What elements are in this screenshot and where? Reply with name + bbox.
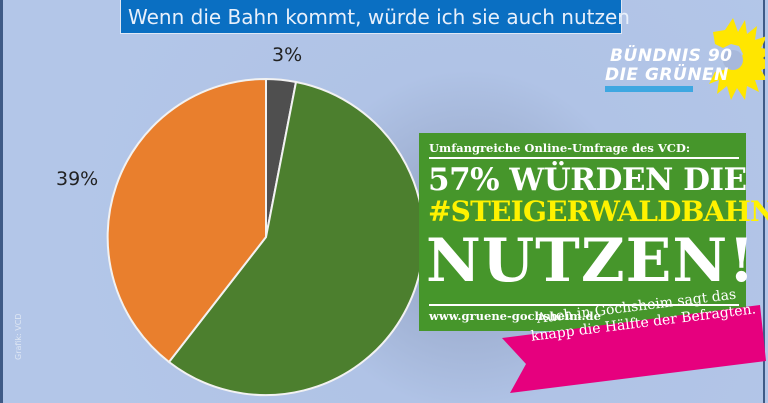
promo-subtitle: Umfangreiche Online-Umfrage des VCD: bbox=[429, 141, 691, 155]
promo-url[interactable]: www.gruene-gochsheim.de bbox=[429, 309, 601, 323]
label-3-percent: 3% bbox=[272, 44, 303, 66]
pie-slice-orange bbox=[106, 77, 267, 364]
promo-headline-hashtag: #STEIGERWALDBAHN bbox=[428, 195, 768, 228]
chart-title: Wenn die Bahn kommt, würde ich sie auch … bbox=[128, 5, 630, 29]
greens-logo: BÜNDNIS 90 DIE GRÜNEN bbox=[600, 10, 765, 105]
label-39-percent: 39% bbox=[56, 168, 99, 190]
promo-box bbox=[419, 133, 746, 331]
pie-slice-green bbox=[167, 80, 425, 397]
promo-headline-3: NUTZEN! bbox=[426, 226, 756, 296]
chart-title-bar bbox=[120, 0, 622, 34]
promo-divider-bottom bbox=[429, 304, 739, 306]
frame-right-border bbox=[763, 0, 765, 403]
promo-divider-top bbox=[429, 157, 739, 159]
logo-text-line1: BÜNDNIS 90 bbox=[610, 46, 733, 66]
frame-left-border bbox=[0, 0, 3, 403]
graphic-credit: Grafik: VCD bbox=[14, 313, 23, 360]
logo-text-line2: DIE GRÜNEN bbox=[605, 65, 729, 85]
promo-headline-1: 57% WÜRDEN DIE bbox=[428, 162, 747, 198]
logo-subline-bar bbox=[605, 86, 693, 92]
sunflower-icon bbox=[709, 18, 765, 100]
